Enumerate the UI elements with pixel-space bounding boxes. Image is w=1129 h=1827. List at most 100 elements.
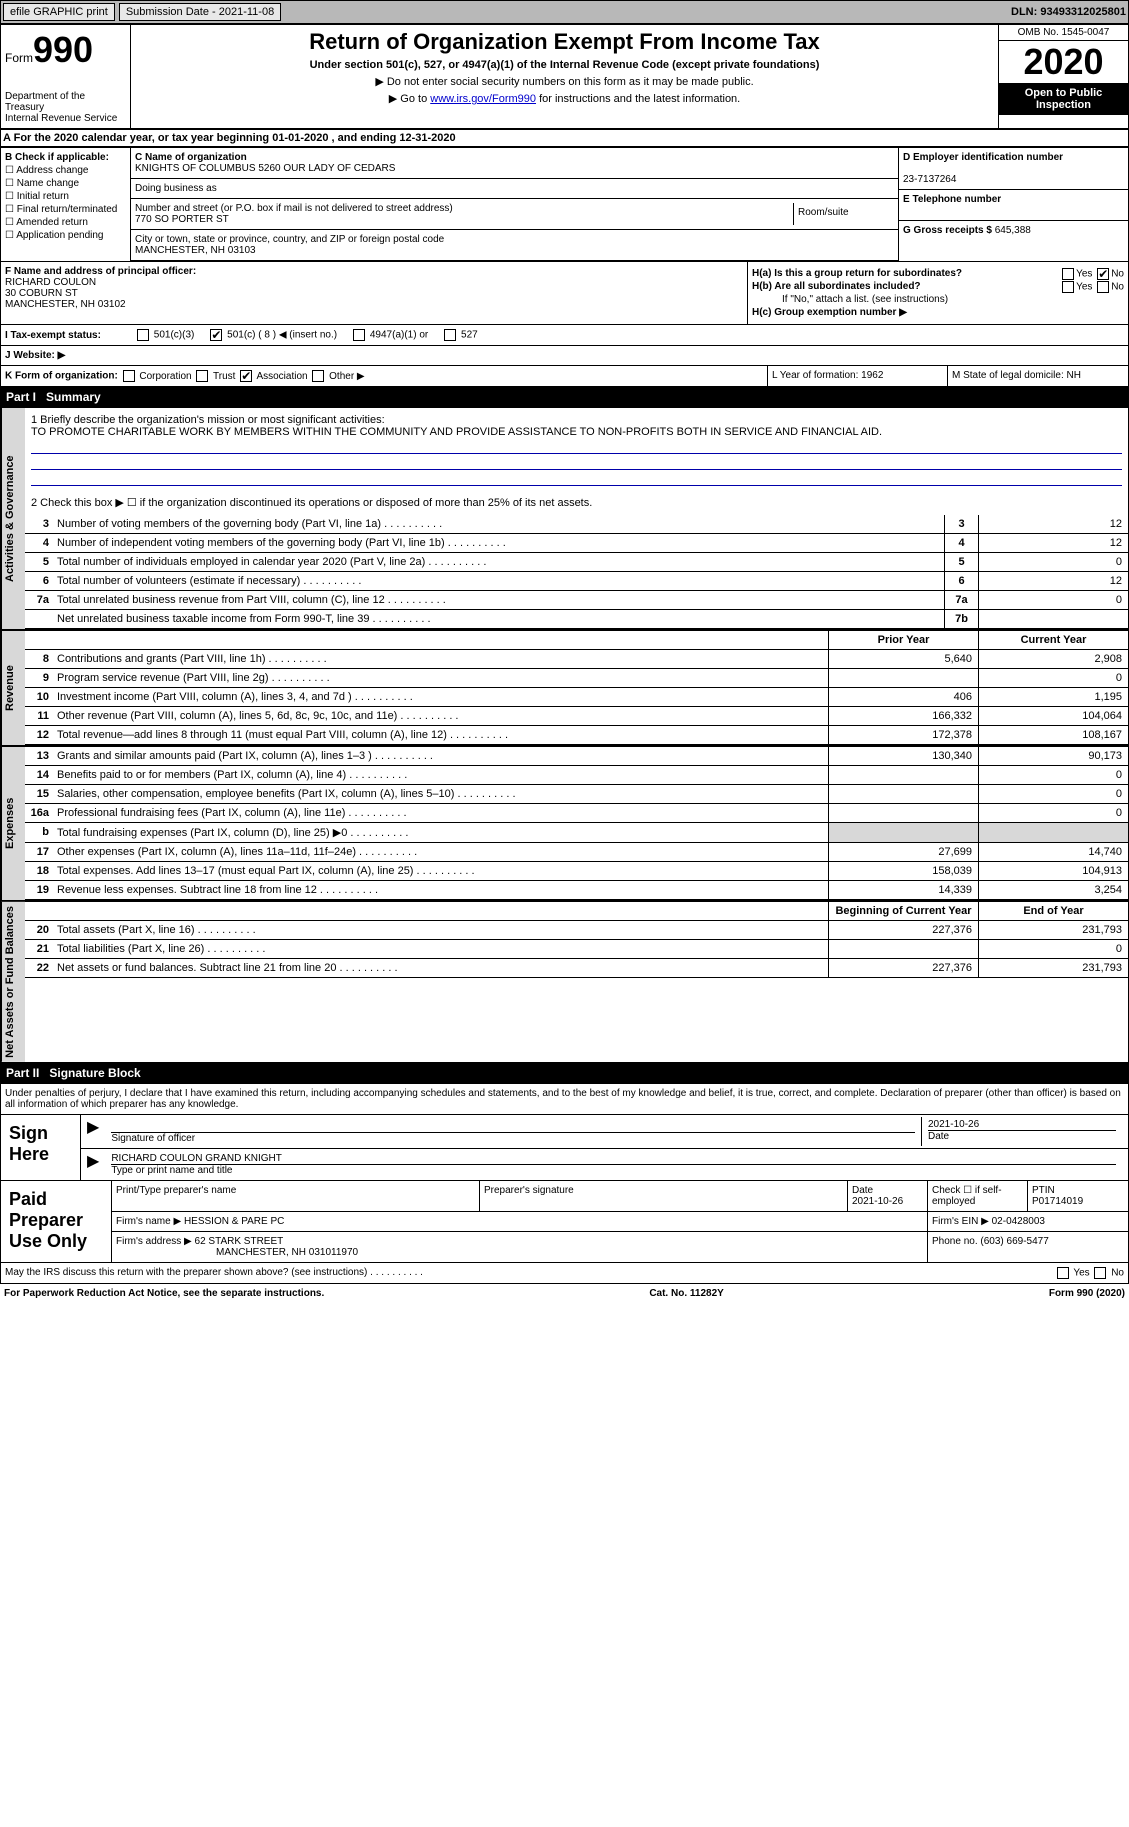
side-label-rev: Revenue: [1, 631, 25, 745]
na-header-row: Beginning of Current Year End of Year: [25, 902, 1128, 921]
revenue-header-row: Prior Year Current Year: [25, 631, 1128, 650]
chk-initial-return[interactable]: ☐ Initial return: [5, 191, 126, 202]
tax-period-row: A For the 2020 calendar year, or tax yea…: [0, 129, 1129, 147]
form-title-block: Return of Organization Exempt From Incom…: [131, 25, 998, 128]
ha-no[interactable]: [1097, 268, 1109, 280]
exp-line-19: 19 Revenue less expenses. Subtract line …: [25, 881, 1128, 900]
chk-address-change[interactable]: ☐ Address change: [5, 165, 126, 176]
korg-other[interactable]: Other ▶: [310, 371, 364, 382]
signature-block: Under penalties of perjury, I declare th…: [0, 1083, 1129, 1263]
exp-line-16a: 16a Professional fundraising fees (Part …: [25, 804, 1128, 823]
header-right-block: OMB No. 1545-0047 2020 Open to Public In…: [998, 25, 1128, 128]
status-501c3[interactable]: 501(c)(3): [135, 329, 194, 341]
rev-line-11: 11 Other revenue (Part VIII, column (A),…: [25, 707, 1128, 726]
prep-date: 2021-10-26: [852, 1196, 903, 1207]
firm-name: HESSION & PARE PC: [184, 1216, 284, 1227]
form-number: 990: [33, 29, 93, 70]
sig-date: 2021-10-26: [928, 1119, 1116, 1131]
form-id-block: Form990 Department of the Treasury Inter…: [1, 25, 131, 128]
officer-name: RICHARD COULON: [5, 277, 96, 288]
firm-phone: (603) 669-5477: [980, 1236, 1048, 1247]
form-header: Form990 Department of the Treasury Inter…: [0, 24, 1129, 129]
na-line-21: 21 Total liabilities (Part X, line 26) 0: [25, 940, 1128, 959]
officer-addr1: 30 COBURN ST: [5, 288, 78, 299]
dln: DLN: 93493312025801: [1011, 6, 1126, 18]
box-b: B Check if applicable: ☐ Address change …: [1, 148, 131, 261]
dept-treasury: Department of the Treasury Internal Reve…: [5, 91, 126, 124]
side-label-exp: Expenses: [1, 747, 25, 900]
chk-name-change[interactable]: ☐ Name change: [5, 178, 126, 189]
sign-here-label: Sign Here: [1, 1115, 81, 1180]
open-to-public: Open to Public Inspection: [999, 83, 1128, 115]
hb-yes[interactable]: [1062, 281, 1074, 293]
room-suite-label: Room/suite: [794, 203, 894, 225]
paid-preparer-label: Paid Preparer Use Only: [1, 1181, 111, 1262]
rev-line-8: 8 Contributions and grants (Part VIII, l…: [25, 650, 1128, 669]
discuss-yes[interactable]: [1057, 1267, 1069, 1279]
discuss-no[interactable]: [1094, 1267, 1106, 1279]
self-employed-check[interactable]: Check ☐ if self-employed: [928, 1181, 1028, 1211]
sig-arrow-icon: ▶: [87, 1117, 99, 1146]
gov-section: Activities & Governance 1 Briefly descri…: [0, 407, 1129, 630]
sig-arrow-icon-2: ▶: [87, 1151, 99, 1178]
na-line-22: 22 Net assets or fund balances. Subtract…: [25, 959, 1128, 978]
form-word: Form: [5, 51, 33, 65]
footer-row: For Paperwork Reduction Act Notice, see …: [0, 1284, 1129, 1303]
officer-name-title: RICHARD COULON GRAND KNIGHT: [111, 1153, 1116, 1165]
box-f: F Name and address of principal officer:…: [1, 262, 748, 324]
line-6: 6 Total number of volunteers (estimate i…: [25, 572, 1128, 591]
korg-row: K Form of organization: Corporation Trus…: [0, 366, 1129, 387]
box-h: H(a) Is this a group return for subordin…: [748, 262, 1128, 324]
exp-line-13: 13 Grants and similar amounts paid (Part…: [25, 747, 1128, 766]
box-c: C Name of organization KNIGHTS OF COLUMB…: [131, 148, 898, 261]
line-3: 3 Number of voting members of the govern…: [25, 515, 1128, 534]
line-4: 4 Number of independent voting members o…: [25, 534, 1128, 553]
exp-line-18: 18 Total expenses. Add lines 13–17 (must…: [25, 862, 1128, 881]
exp-line-17: 17 Other expenses (Part IX, column (A), …: [25, 843, 1128, 862]
efile-print-button[interactable]: efile GRAPHIC print: [3, 3, 115, 21]
side-label-gov: Activities & Governance: [1, 408, 25, 629]
revenue-section: Revenue Prior Year Current Year 8 Contri…: [0, 630, 1129, 746]
irs-link[interactable]: www.irs.gov/Form990: [430, 93, 536, 105]
perjury-declaration: Under penalties of perjury, I declare th…: [1, 1084, 1128, 1114]
rev-line-12: 12 Total revenue—add lines 8 through 11 …: [25, 726, 1128, 745]
pra-notice: For Paperwork Reduction Act Notice, see …: [4, 1288, 324, 1299]
part2-header: Part II Signature Block: [0, 1063, 1129, 1083]
line-7a: 7a Total unrelated business revenue from…: [25, 591, 1128, 610]
hb-no[interactable]: [1097, 281, 1109, 293]
top-bar: efile GRAPHIC print Submission Date - 20…: [0, 0, 1129, 24]
form-subtitle: Under section 501(c), 527, or 4947(a)(1)…: [135, 59, 994, 71]
chk-final-return[interactable]: ☐ Final return/terminated: [5, 204, 126, 215]
ha-yes[interactable]: [1062, 268, 1074, 280]
year-formation: L Year of formation: 1962: [768, 366, 948, 386]
discuss-row: May the IRS discuss this return with the…: [0, 1263, 1129, 1284]
status-501c[interactable]: 501(c) ( 8 ) ◀ (insert no.): [208, 329, 337, 341]
side-label-na: Net Assets or Fund Balances: [1, 902, 25, 1062]
website-row: J Website: ▶: [0, 346, 1129, 366]
ein: 23-7137264: [903, 174, 956, 185]
officer-group-block: F Name and address of principal officer:…: [0, 262, 1129, 325]
submission-date: Submission Date - 2021-11-08: [119, 3, 281, 21]
gross-receipts: 645,388: [995, 225, 1031, 236]
firm-city: MANCHESTER, NH 031011970: [216, 1247, 358, 1258]
expense-section: Expenses 13 Grants and similar amounts p…: [0, 746, 1129, 901]
korg-trust[interactable]: Trust: [194, 371, 235, 382]
chk-amended[interactable]: ☐ Amended return: [5, 217, 126, 228]
chk-app-pending[interactable]: ☐ Application pending: [5, 230, 126, 241]
city-state-zip: MANCHESTER, NH 03103: [135, 245, 256, 256]
status-527[interactable]: 527: [442, 329, 477, 341]
tax-year: 2020: [999, 41, 1128, 83]
na-line-20: 20 Total assets (Part X, line 16) 227,37…: [25, 921, 1128, 940]
netassets-section: Net Assets or Fund Balances Beginning of…: [0, 901, 1129, 1063]
korg-corp[interactable]: Corporation: [121, 371, 192, 382]
tax-exempt-status-row: I Tax-exempt status: 501(c)(3) 501(c) ( …: [0, 325, 1129, 346]
rev-line-9: 9 Program service revenue (Part VIII, li…: [25, 669, 1128, 688]
korg-assoc[interactable]: Association: [238, 371, 307, 382]
status-4947[interactable]: 4947(a)(1) or: [351, 329, 428, 341]
exp-line-b: b Total fundraising expenses (Part IX, c…: [25, 823, 1128, 843]
entity-info-grid: B Check if applicable: ☐ Address change …: [0, 147, 1129, 262]
street-address: 770 SO PORTER ST: [135, 214, 229, 225]
box-d-e-g: D Employer identification number 23-7137…: [898, 148, 1128, 261]
ssn-warning: ▶ Do not enter social security numbers o…: [135, 75, 994, 88]
goto-link-line: ▶ Go to www.irs.gov/Form990 for instruct…: [135, 92, 994, 105]
